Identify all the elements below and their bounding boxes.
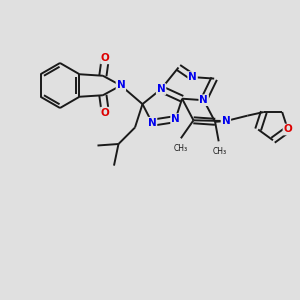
Text: N: N [188, 72, 197, 82]
Text: N: N [171, 114, 180, 124]
Text: O: O [284, 124, 292, 134]
Text: N: N [116, 80, 125, 91]
Text: CH₃: CH₃ [213, 147, 227, 156]
Text: N: N [157, 84, 166, 94]
Text: O: O [101, 108, 110, 118]
Text: O: O [101, 53, 110, 63]
Text: N: N [199, 95, 208, 105]
Text: N: N [221, 116, 230, 126]
Text: CH₃: CH₃ [174, 144, 188, 153]
Text: N: N [148, 118, 157, 128]
